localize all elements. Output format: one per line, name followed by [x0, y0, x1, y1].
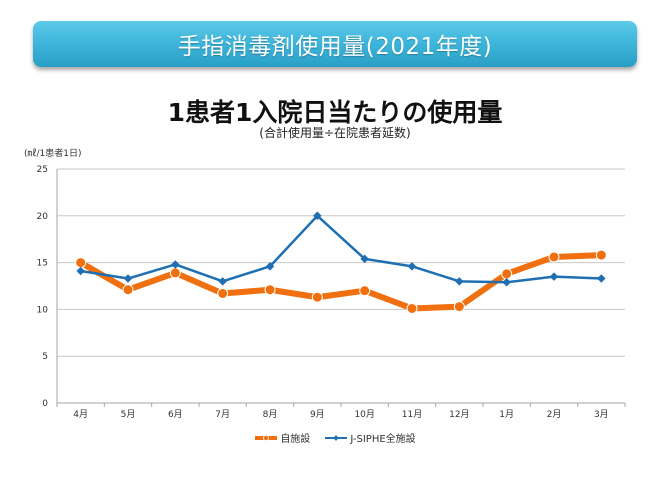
data-point-jsiphe	[407, 262, 417, 271]
data-point-jsiphe	[218, 277, 227, 286]
data-point-own-facility	[406, 302, 418, 314]
data-point-jsiphe	[76, 266, 85, 276]
y-tick-label: 15	[37, 259, 48, 269]
data-point-jsiphe	[455, 277, 464, 286]
chart-subtitle: (合計使用量÷在院患者延数)	[259, 126, 411, 140]
data-point-own-facility	[122, 284, 134, 296]
x-tick-label: 11月	[402, 409, 422, 420]
x-tick-label: 2月	[547, 409, 562, 420]
data-point-own-facility	[501, 268, 513, 280]
data-point-own-facility	[453, 301, 465, 313]
y-tick-label: 20	[37, 212, 49, 222]
data-point-own-facility	[595, 249, 607, 261]
series-line-own-facility	[77, 252, 605, 312]
data-point-own-facility	[359, 285, 371, 297]
series-line-jsiphe	[79, 214, 603, 284]
chart-title: 1患者1入院日当たりの使用量	[167, 98, 503, 127]
y-tick-label: 25	[37, 165, 48, 175]
data-point-own-facility	[548, 251, 560, 263]
legend-label-jsiphe: J-SIPHE全施設	[350, 434, 416, 445]
data-point-own-facility	[217, 287, 229, 299]
x-tick-label: 5月	[121, 409, 136, 420]
data-point-jsiphe	[313, 211, 322, 221]
y-tick-label: 5	[42, 352, 48, 362]
y-tick-label: 10	[37, 305, 49, 315]
x-tick-label: 7月	[215, 409, 230, 420]
data-point-jsiphe	[549, 272, 559, 281]
legend-swatch-blue-line-icon	[324, 433, 348, 443]
data-point-own-facility	[169, 267, 181, 279]
x-tick-label: 4月	[73, 409, 88, 420]
data-point-jsiphe	[123, 274, 133, 283]
x-tick-label: 8月	[263, 409, 278, 420]
chart-legend: 自施設 J-SIPHE全施設	[0, 430, 670, 445]
data-point-own-facility	[264, 284, 276, 296]
x-tick-label: 9月	[310, 409, 325, 420]
data-point-jsiphe	[360, 254, 369, 264]
data-point-jsiphe	[502, 278, 511, 287]
title-banner: 手指消毒剤使用量(2021年度)	[33, 21, 637, 67]
y-axis-unit-label: (㎖/1患者1日)	[24, 149, 82, 159]
legend-swatch-orange-line-icon	[254, 433, 278, 443]
banner-title: 手指消毒剤使用量(2021年度)	[177, 34, 493, 60]
x-tick-label: 10月	[354, 409, 374, 420]
data-point-own-facility	[75, 257, 87, 269]
data-point-jsiphe	[265, 262, 275, 271]
legend-item-own-facility: 自施設	[254, 430, 310, 445]
y-tick-label: 0	[42, 399, 48, 409]
data-point-jsiphe	[597, 274, 606, 283]
legend-item-jsiphe: J-SIPHE全施設	[324, 430, 416, 445]
x-tick-label: 12月	[449, 409, 469, 420]
x-tick-label: 1月	[499, 409, 514, 420]
data-point-own-facility	[311, 291, 323, 303]
legend-label-own-facility: 自施設	[280, 434, 311, 445]
x-tick-label: 3月	[594, 409, 609, 420]
x-tick-label: 6月	[168, 409, 183, 420]
data-point-jsiphe	[171, 260, 180, 269]
